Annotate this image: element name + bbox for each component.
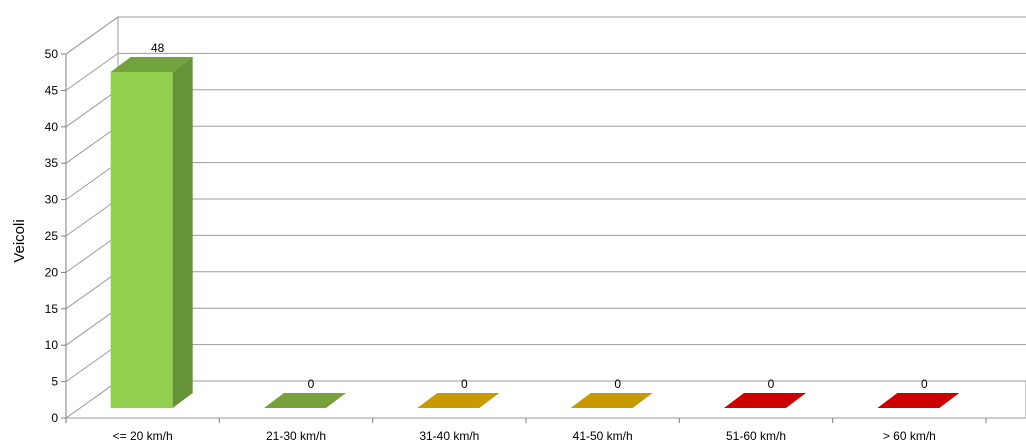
gridline-side: [65, 125, 119, 164]
gridline-side: [65, 162, 119, 201]
bar-1: [110, 57, 193, 408]
y-tick-label: 10: [45, 338, 59, 352]
bar-top: [724, 393, 806, 408]
y-tick-label: 40: [45, 120, 59, 134]
y-tick-label: 30: [45, 193, 59, 207]
bar-top: [110, 57, 193, 72]
bars: [110, 57, 960, 408]
gridline-side: [65, 271, 119, 310]
bar-front: [110, 72, 173, 408]
x-tick-label: 51-60 km/h: [726, 429, 786, 443]
bar-top: [264, 393, 346, 408]
gridline-side: [65, 344, 119, 383]
bar-6: [877, 393, 960, 408]
gridline-side: [65, 198, 119, 237]
x-tick-label: 31-40 km/h: [419, 429, 479, 443]
gridline-side: [65, 16, 119, 55]
gridline-side: [65, 234, 119, 273]
bar-2: [264, 393, 346, 408]
data-label: 0: [768, 377, 775, 391]
data-labels: 48 0 0 0 0 0: [151, 41, 928, 391]
x-tick-label: > 60 km/h: [883, 429, 936, 443]
data-label: 48: [151, 41, 165, 55]
y-tick-label: 0: [51, 411, 58, 425]
bar-top: [417, 393, 500, 408]
bar-4: [570, 393, 653, 408]
y-tick-label: 20: [45, 265, 59, 279]
y-axis-label: Veicoli: [11, 219, 28, 262]
x-tick-label: <= 20 km/h: [113, 429, 173, 443]
bar-top: [570, 393, 653, 408]
gridlines: [65, 16, 1026, 383]
data-label: 0: [614, 377, 621, 391]
bar-3: [417, 393, 500, 408]
data-label: 0: [921, 377, 928, 391]
y-axis-ticks: 0 5 10 15 20 25 30 35 40 45 50: [45, 47, 67, 425]
data-label: 0: [308, 377, 315, 391]
y-tick-label: 15: [45, 302, 59, 316]
x-axis-ticks: <= 20 km/h 21-30 km/h 31-40 km/h 41-50 km/h…: [65, 418, 987, 443]
x-tick-label: 21-30 km/h: [266, 429, 326, 443]
data-label: 0: [461, 377, 468, 391]
y-tick-label: 5: [51, 375, 58, 389]
bar-top: [877, 393, 960, 408]
bar-side: [172, 57, 193, 408]
y-tick-label: 35: [45, 156, 59, 170]
gridline-side: [65, 89, 119, 128]
chart-floor: [64, 380, 1026, 419]
chart-walls: [64, 16, 1026, 419]
bar-5: [724, 393, 806, 408]
x-tick-label: 41-50 km/h: [573, 429, 633, 443]
y-tick-label: 45: [45, 83, 59, 97]
y-tick-label: 25: [45, 229, 59, 243]
gridline-side: [65, 52, 119, 91]
gridline-side: [65, 307, 119, 346]
y-tick-label: 50: [45, 47, 59, 61]
